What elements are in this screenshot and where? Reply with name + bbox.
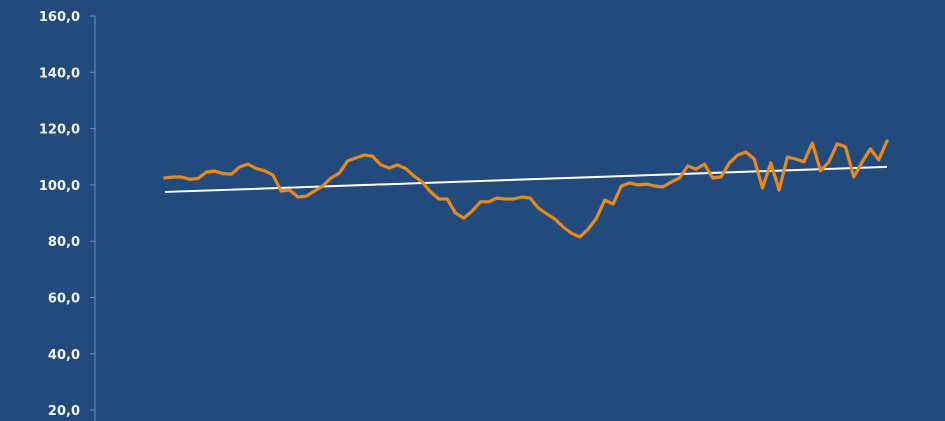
y-tick-label: 140,0 [39, 66, 80, 81]
y-tick-label: 100,0 [39, 179, 80, 194]
y-tick-label: 160,0 [39, 10, 80, 25]
y-axis: 160,0 140,0 120,0 100,0 80,0 60,0 40,0 20,0 [39, 10, 96, 421]
y-tick-label: 40,0 [48, 348, 80, 363]
y-tick-label: 60,0 [48, 292, 80, 307]
y-tick-label: 80,0 [48, 235, 80, 250]
y-tick-label: 20,0 [48, 404, 80, 419]
y-tick-label: 120,0 [39, 123, 80, 138]
data-series-line [163, 139, 889, 239]
